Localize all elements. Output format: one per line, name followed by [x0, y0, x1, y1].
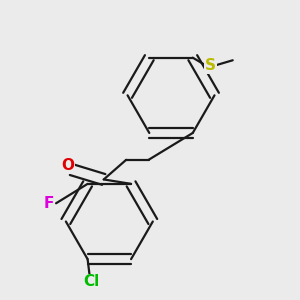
Text: S: S	[205, 58, 216, 74]
Text: F: F	[44, 196, 54, 211]
Text: Cl: Cl	[83, 274, 99, 289]
Text: O: O	[61, 158, 74, 173]
